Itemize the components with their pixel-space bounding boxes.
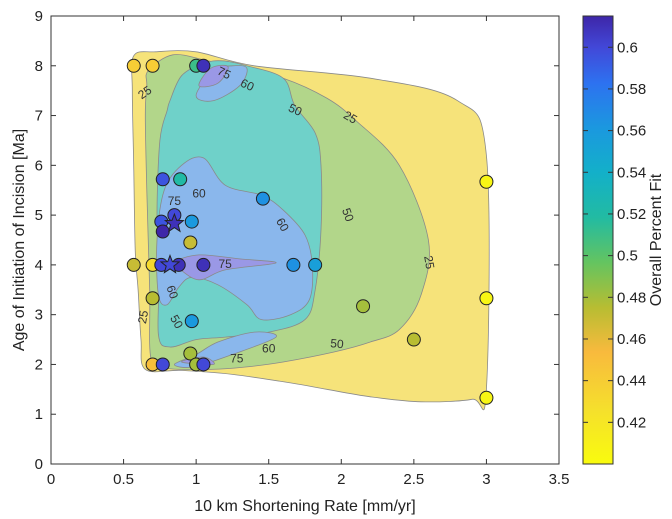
colorbar-tick-label: 0.48 (617, 289, 646, 306)
data-point (479, 174, 494, 189)
contour-label: 50 (167, 312, 186, 331)
x-axis-ticks: 0 0.5 1 1.5 2 2.5 3 3.5 (47, 16, 570, 488)
plot-frame (50, 15, 560, 465)
y-tick-label: 0 (35, 456, 43, 473)
data-point (308, 257, 323, 272)
data-point (356, 299, 371, 314)
data-point (255, 191, 270, 206)
data-point (479, 291, 494, 306)
contour-band-90 (198, 64, 229, 88)
y-tick-label: 2 (35, 356, 43, 373)
contour-label: 75 (230, 352, 244, 366)
colorbar-tick-label: 0.58 (617, 81, 646, 98)
data-point (184, 214, 199, 229)
contour-label: 50 (286, 101, 304, 119)
y-tick-label: 5 (35, 207, 43, 224)
data-point (155, 357, 170, 372)
y-tick-label: 1 (35, 406, 43, 423)
y-axis-label: Age of Initiation of Incision [Ma] (11, 129, 28, 351)
data-point (183, 235, 198, 250)
best-fit-star-marker (159, 253, 181, 274)
x-tick-label: 0 (47, 471, 55, 488)
data-point (173, 172, 188, 187)
y-tick-label: 6 (35, 157, 43, 174)
best-fit-star-marker (163, 212, 185, 233)
data-point (126, 257, 141, 272)
colorbar-tick-label: 0.44 (617, 373, 646, 390)
contour-label: 60 (262, 342, 276, 356)
y-tick-label: 7 (35, 108, 43, 125)
contour-label: 50 (330, 336, 345, 351)
x-tick-label: 1 (192, 471, 200, 488)
colorbar-tick-label: 0.5 (617, 248, 638, 265)
contour-fill-layer (131, 50, 490, 411)
contour-label: 75 (215, 64, 233, 82)
contour-label: 60 (273, 215, 292, 234)
x-tick-label: 1.5 (258, 471, 279, 488)
contour-label: 75 (218, 257, 232, 271)
contour-label: 50 (339, 206, 357, 224)
colorbar-tick-label: 0.46 (617, 331, 646, 348)
colorbar-label: Overall Percent Fit (648, 173, 665, 306)
x-tick-label: 0.5 (113, 471, 134, 488)
contour-label: 25 (135, 309, 151, 325)
contour-label: 60 (192, 186, 206, 200)
y-tick-label: 3 (35, 307, 43, 324)
contour-label: 75 (168, 194, 182, 208)
data-point (155, 224, 170, 239)
contour-label: 25 (341, 108, 360, 127)
x-tick-label: 2 (337, 471, 345, 488)
colorbar-tick-label: 0.6 (617, 39, 638, 56)
data-point (286, 257, 301, 272)
data-point (196, 257, 211, 272)
x-tick-label: 3.5 (549, 471, 570, 488)
contour-label: 60 (163, 283, 181, 301)
colorbar-tick-label: 0.54 (617, 164, 646, 181)
data-point (479, 390, 494, 405)
data-point (184, 314, 199, 329)
x-tick-label: 2.5 (403, 471, 424, 488)
y-tick-label: 9 (35, 8, 43, 25)
y-tick-label: 8 (35, 58, 43, 75)
x-axis-label: 10 km Shortening Rate [mm/yr] (194, 498, 415, 515)
data-point (145, 58, 160, 73)
data-point (183, 346, 198, 361)
data-point (196, 58, 211, 73)
data-point (406, 332, 421, 347)
data-point-layer (126, 58, 494, 405)
contour-label: 60 (238, 76, 256, 94)
data-point (196, 357, 211, 372)
y-axis-ticks: 0 1 2 3 4 5 6 7 8 9 (35, 8, 559, 473)
colorbar-tick-label: 0.56 (617, 123, 646, 140)
data-point (155, 172, 170, 187)
colorbar-ticks: 0.42 0.44 0.46 0.48 0.5 0.52 0.54 0.56 0.58 0.6 (583, 39, 646, 431)
colorbar (582, 15, 614, 465)
contour-label: 25 (421, 254, 437, 270)
x-tick-label: 3 (482, 471, 490, 488)
colorbar-tick-label: 0.42 (617, 414, 646, 431)
y-tick-label: 4 (35, 257, 43, 274)
data-point (126, 58, 141, 73)
data-point (145, 291, 160, 306)
colorbar-tick-label: 0.52 (617, 206, 646, 223)
